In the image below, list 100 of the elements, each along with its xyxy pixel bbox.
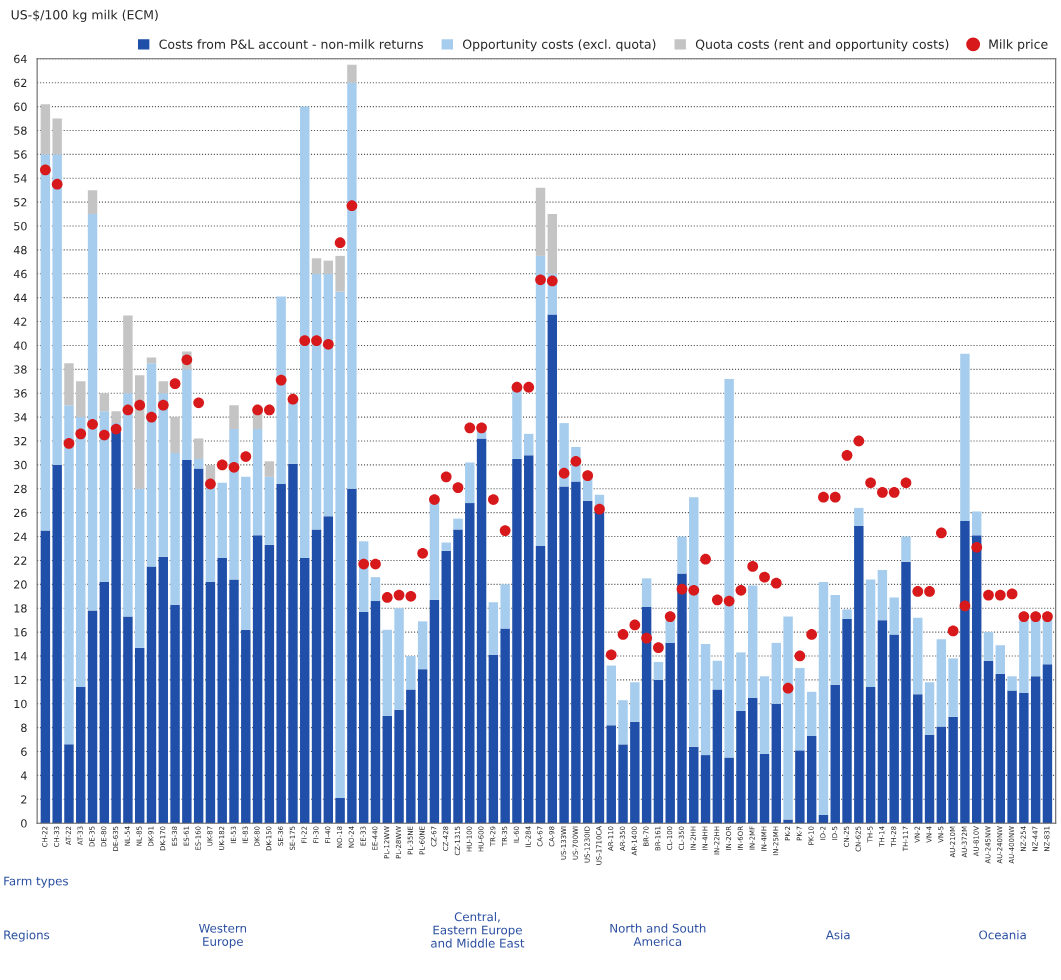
bar: [901, 561, 911, 824]
bar: [288, 463, 298, 824]
bar: [689, 746, 699, 824]
legend-label: Quota costs (rent and opportunity costs): [695, 39, 949, 52]
bar: [712, 689, 723, 824]
bar: [40, 154, 51, 531]
bar: [417, 621, 428, 670]
bar: [441, 542, 451, 551]
bar: [394, 608, 404, 710]
bar: [99, 393, 110, 412]
y-tick-label: 40: [13, 341, 27, 350]
bar: [76, 687, 86, 824]
bar: [854, 507, 864, 526]
bar: [913, 694, 923, 824]
y-tick-label: 34: [14, 413, 27, 422]
y-tick-label: 22: [14, 556, 27, 565]
bar: [370, 601, 381, 824]
bar: [748, 585, 758, 698]
y-tick-label: 14: [14, 652, 27, 661]
bar: [158, 556, 168, 824]
bar: [865, 687, 876, 824]
bar: [123, 616, 133, 824]
text: Central, Eastern Europe and Middle East: [431, 912, 525, 948]
bar: [193, 458, 204, 469]
bar: [795, 750, 805, 824]
y-axis-title: US-$/100 kg milk (ECM): [11, 9, 158, 22]
bar: [547, 314, 558, 824]
bar: [748, 697, 758, 824]
bar: [724, 378, 734, 758]
bar: [901, 536, 911, 562]
bar: [995, 673, 1005, 824]
bar: [842, 609, 852, 619]
y-tick-label: 62: [14, 78, 27, 88]
bar: [123, 315, 133, 394]
bar: [406, 689, 416, 824]
bar: [252, 429, 263, 536]
y-tick-label: 26: [14, 508, 27, 518]
bar: [924, 682, 935, 735]
bar: [347, 64, 357, 83]
bar: [759, 676, 770, 754]
bar: [653, 679, 664, 824]
bar: [736, 652, 746, 711]
bar: [170, 417, 180, 453]
bar: [630, 721, 640, 824]
bar: [983, 632, 994, 661]
bar: [818, 581, 829, 815]
bar: [76, 381, 86, 418]
bar: [370, 577, 381, 602]
bar: [512, 458, 522, 824]
y-tick-label: 60: [14, 102, 27, 111]
bar: [830, 595, 840, 685]
bar: [335, 798, 345, 824]
bar: [193, 468, 204, 824]
y-tick-label: 6: [21, 747, 27, 756]
bar: [606, 665, 616, 726]
bar: [606, 725, 616, 824]
bar: [52, 118, 62, 155]
bar: [99, 581, 110, 824]
bar: [87, 610, 98, 824]
bar: [618, 700, 628, 745]
y-tick-label: 18: [14, 604, 27, 613]
bar: [347, 82, 357, 489]
bar: [311, 258, 322, 274]
bar: [358, 611, 369, 824]
bar: [347, 488, 357, 824]
bar: [406, 655, 416, 690]
y-tick-label: 10: [14, 699, 27, 709]
bar: [983, 660, 994, 824]
bar: [806, 736, 817, 824]
bar: [170, 604, 180, 824]
y-tick-label: 50: [14, 221, 27, 231]
bar: [264, 476, 275, 545]
bar: [335, 255, 345, 292]
bar: [641, 578, 652, 608]
bar: [924, 734, 935, 824]
bar: [264, 544, 275, 824]
bar: [830, 684, 840, 824]
bar: [40, 530, 51, 824]
y-tick-label: 32: [14, 436, 27, 446]
bar: [323, 516, 334, 824]
bar: [889, 597, 899, 635]
bar: [64, 405, 74, 745]
bar: [854, 525, 864, 824]
bar: [535, 546, 546, 824]
y-tick-label: 28: [14, 484, 27, 494]
bar: [217, 482, 227, 559]
bar: [241, 476, 251, 630]
bar: [123, 393, 133, 617]
bar: [818, 814, 829, 824]
bar: [441, 550, 451, 824]
bar: [795, 667, 805, 751]
bar: [276, 296, 286, 484]
bar: [1007, 676, 1017, 691]
bar: [264, 461, 275, 477]
y-tick-label: 4: [20, 771, 27, 780]
y-tick-label: 54: [14, 174, 27, 183]
legend-label: Costs from P&L account - non-milk returns: [159, 39, 423, 49]
bar: [476, 438, 487, 824]
bar: [76, 417, 86, 688]
bar: [111, 431, 121, 824]
